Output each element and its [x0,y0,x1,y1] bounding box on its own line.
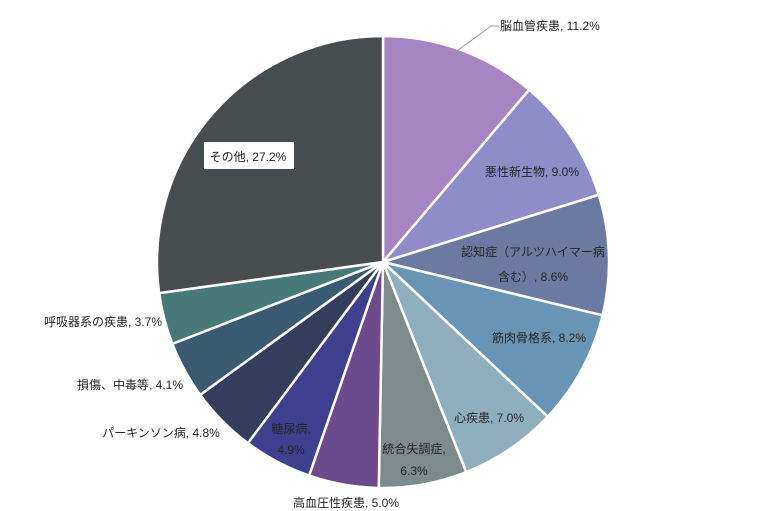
label-background-slice-12 [204,142,294,169]
slice-label-12: その他, 27.2% [210,150,287,164]
slice-label-6: 統合失調症, 6.3% [382,441,445,478]
slice-label-4: 筋肉骨格系, 8.2% [492,330,586,345]
pie-slice-2 [381,88,601,264]
slice-label-7: 高血圧性疾患, 5.0% [293,495,399,510]
slice-label-1: 脳血管疾患, 11.2% [500,18,600,33]
pie-slice-1 [381,34,531,264]
slice-label-8: 糖尿病, 4.9% [271,421,310,457]
pie-slice-4 [381,260,604,418]
slice-label-3: 認知症（アルツハイマー病含む）, 8.6% [461,244,605,284]
leader-line-slice-1 [445,25,499,60]
pie-slice-3 [381,193,611,317]
slice-label-9: パーキンソン病, 4.8% [102,425,220,440]
slice-label-2: 悪性新生物, 9.0% [485,164,579,179]
slice-label-10: 損傷、中毒等, 4.1% [77,377,183,392]
slice-label-11: 呼吸器系の疾患, 3.7% [44,314,162,329]
slice-label-5: 心疾患, 7.0% [454,410,524,425]
